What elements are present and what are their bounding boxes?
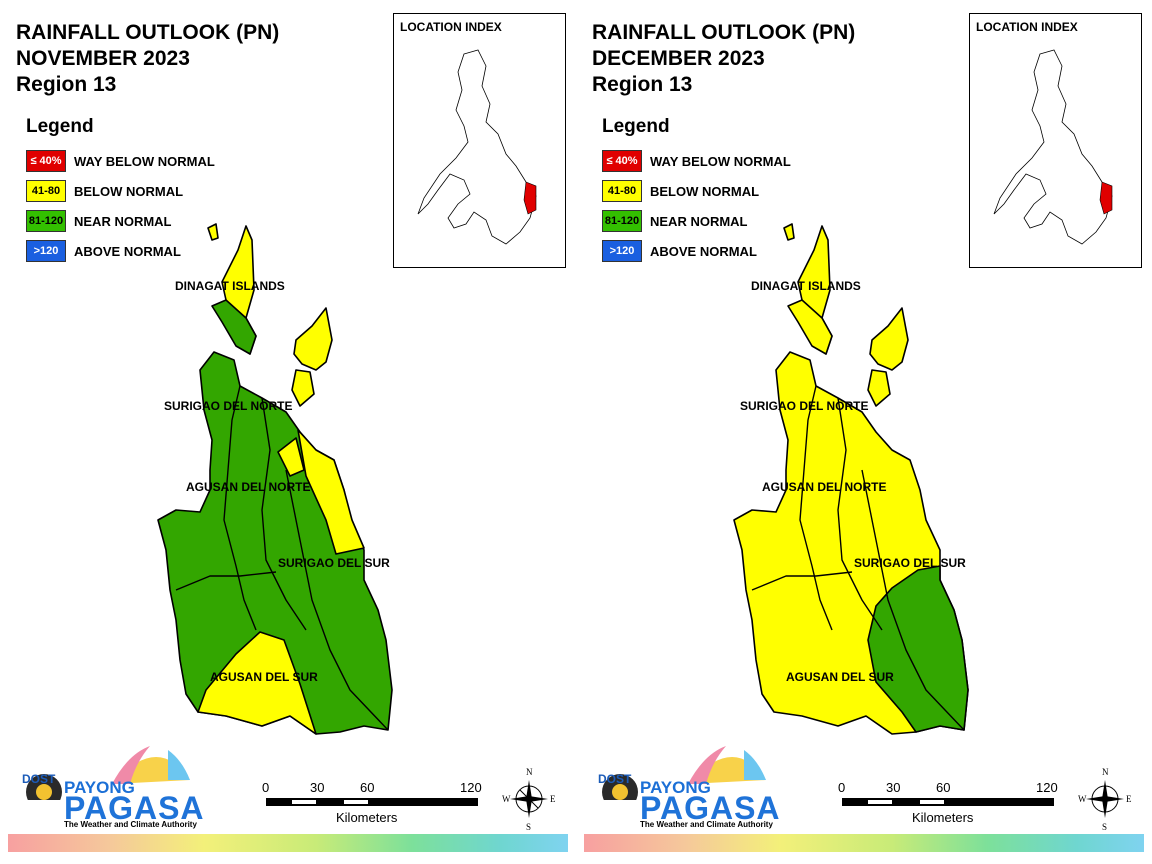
title-line-2: DECEMBER 2023 bbox=[592, 47, 765, 70]
legend-label: WAY BELOW NORMAL bbox=[650, 153, 791, 169]
map-title: RAINFALL OUTLOOK (PN) DECEMBER 2023 Regi… bbox=[592, 20, 855, 98]
color-gradient-bar bbox=[584, 834, 1144, 852]
pagasa-logo: DOST PAYONG PAGASA The Weather and Clima… bbox=[18, 740, 204, 832]
legend-label: ABOVE NORMAL bbox=[650, 243, 757, 259]
logo-payong-text: PAYONG bbox=[640, 778, 711, 797]
scale-unit: Kilometers bbox=[336, 810, 398, 825]
scale-bar-graphic bbox=[266, 798, 478, 806]
province-label-dinagat: DINAGAT ISLANDS bbox=[751, 279, 861, 293]
legend-swatch: 41-80 bbox=[26, 180, 66, 202]
scale-bar-graphic bbox=[842, 798, 1054, 806]
color-gradient-bar bbox=[8, 834, 568, 852]
logo-payong-text: PAYONG bbox=[64, 778, 135, 797]
compass-s: S bbox=[1102, 822, 1107, 832]
compass-w: W bbox=[502, 794, 511, 804]
legend: Legend ≤ 40% WAY BELOW NORMAL 41-80 BELO… bbox=[602, 116, 791, 266]
scale-unit: Kilometers bbox=[912, 810, 974, 825]
legend-item-above: >120 ABOVE NORMAL bbox=[26, 236, 215, 266]
location-index-title: LOCATION INDEX bbox=[400, 20, 502, 34]
legend-label: WAY BELOW NORMAL bbox=[74, 153, 215, 169]
legend-item-way-below: ≤ 40% WAY BELOW NORMAL bbox=[602, 146, 791, 176]
legend-item-near: 81-120 NEAR NORMAL bbox=[602, 206, 791, 236]
pagasa-logo: DOST PAYONG PAGASA The Weather and Clima… bbox=[594, 740, 780, 832]
umbrella-icon bbox=[26, 746, 190, 800]
province-label-surigao-del-norte: SURIGAO DEL NORTE bbox=[740, 399, 869, 413]
compass-n: N bbox=[1102, 767, 1109, 777]
legend: Legend ≤ 40% WAY BELOW NORMAL 41-80 BELO… bbox=[26, 116, 215, 266]
legend-item-below: 41-80 BELOW NORMAL bbox=[26, 176, 215, 206]
province-label-agusan-del-norte: AGUSAN DEL NORTE bbox=[186, 480, 311, 494]
compass-s: S bbox=[526, 822, 531, 832]
scale-tick: 30 bbox=[886, 780, 901, 795]
scale-tick: 120 bbox=[460, 780, 482, 795]
compass-e: E bbox=[1126, 794, 1132, 804]
legend-swatch: ≤ 40% bbox=[26, 150, 66, 172]
location-index: LOCATION INDEX bbox=[969, 13, 1142, 268]
legend-label: NEAR NORMAL bbox=[74, 213, 172, 229]
scale-tick: 0 bbox=[838, 780, 846, 795]
title-line-1: RAINFALL OUTLOOK (PN) bbox=[16, 21, 280, 44]
november-panel: RAINFALL OUTLOOK (PN) NOVEMBER 2023 Regi… bbox=[8, 13, 568, 852]
logo-tagline: The Weather and Climate Authority bbox=[640, 820, 773, 829]
province-label-surigao-del-sur: SURIGAO DEL SUR bbox=[854, 556, 966, 570]
logo-tagline: The Weather and Climate Authority bbox=[64, 820, 197, 829]
legend-label: NEAR NORMAL bbox=[650, 213, 748, 229]
logo-pagasa-text: PAGASA bbox=[64, 790, 205, 826]
legend-swatch: ≤ 40% bbox=[602, 150, 642, 172]
compass-n: N bbox=[526, 767, 533, 777]
compass-w: W bbox=[1078, 794, 1087, 804]
province-label-surigao-del-norte: SURIGAO DEL NORTE bbox=[164, 399, 293, 413]
legend-title: Legend bbox=[602, 116, 670, 137]
legend-title: Legend bbox=[26, 116, 94, 137]
scale-tick: 60 bbox=[936, 780, 951, 795]
compass-rose-icon: N E S W bbox=[1078, 766, 1132, 832]
region-13-map bbox=[157, 223, 393, 735]
legend-swatch: 41-80 bbox=[602, 180, 642, 202]
scale-tick: 0 bbox=[262, 780, 270, 795]
province-label-agusan-del-sur: AGUSAN DEL SUR bbox=[210, 670, 318, 684]
legend-swatch: >120 bbox=[602, 240, 642, 262]
title-line-3: Region 13 bbox=[592, 73, 693, 96]
legend-label: BELOW NORMAL bbox=[650, 183, 760, 199]
title-line-3: Region 13 bbox=[16, 73, 117, 96]
legend-item-way-below: ≤ 40% WAY BELOW NORMAL bbox=[26, 146, 215, 176]
legend-item-below: 41-80 BELOW NORMAL bbox=[602, 176, 791, 206]
scale-bar: 0 30 60 120 Kilometers bbox=[262, 776, 486, 836]
province-label-agusan-del-sur: AGUSAN DEL SUR bbox=[786, 670, 894, 684]
logo-dost-text: DOST bbox=[598, 772, 632, 786]
logo-dost-text: DOST bbox=[22, 772, 56, 786]
legend-swatch: 81-120 bbox=[602, 210, 642, 232]
scale-bar: 0 30 60 120 Kilometers bbox=[838, 776, 1062, 836]
province-label-surigao-del-sur: SURIGAO DEL SUR bbox=[278, 556, 390, 570]
title-line-1: RAINFALL OUTLOOK (PN) bbox=[592, 21, 856, 44]
compass-e: E bbox=[550, 794, 556, 804]
map-title: RAINFALL OUTLOOK (PN) NOVEMBER 2023 Regi… bbox=[16, 20, 279, 98]
region-13-map bbox=[733, 223, 969, 735]
philippines-outline-icon bbox=[417, 49, 537, 245]
compass-rose-icon: N E S W bbox=[502, 766, 556, 832]
scale-tick: 60 bbox=[360, 780, 375, 795]
province-label-agusan-del-norte: AGUSAN DEL NORTE bbox=[762, 480, 887, 494]
legend-label: ABOVE NORMAL bbox=[74, 243, 181, 259]
legend-label: BELOW NORMAL bbox=[74, 183, 184, 199]
legend-item-above: >120 ABOVE NORMAL bbox=[602, 236, 791, 266]
legend-item-near: 81-120 NEAR NORMAL bbox=[26, 206, 215, 236]
scale-tick: 120 bbox=[1036, 780, 1058, 795]
legend-swatch: 81-120 bbox=[26, 210, 66, 232]
title-line-2: NOVEMBER 2023 bbox=[16, 47, 190, 70]
umbrella-icon bbox=[602, 746, 766, 800]
philippines-outline-icon bbox=[993, 49, 1113, 245]
december-panel: RAINFALL OUTLOOK (PN) DECEMBER 2023 Regi… bbox=[576, 0, 1152, 864]
logo-pagasa-text: PAGASA bbox=[640, 790, 781, 826]
location-index: LOCATION INDEX bbox=[393, 13, 566, 268]
location-index-title: LOCATION INDEX bbox=[976, 20, 1078, 34]
scale-tick: 30 bbox=[310, 780, 325, 795]
legend-swatch: >120 bbox=[26, 240, 66, 262]
province-label-dinagat: DINAGAT ISLANDS bbox=[175, 279, 285, 293]
